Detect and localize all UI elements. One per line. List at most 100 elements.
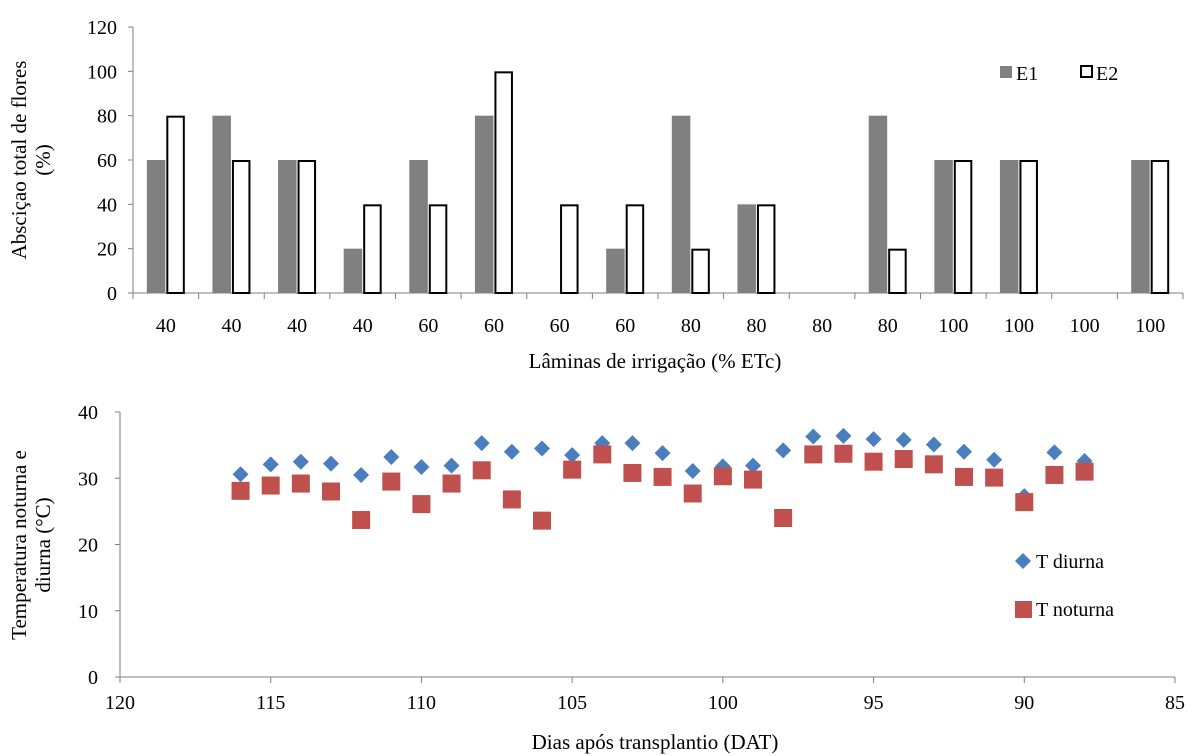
legend-label-e1: E1 (1016, 63, 1038, 85)
point-t-noturna (925, 455, 943, 473)
point-t-noturna (714, 467, 732, 485)
point-t-diurna (1046, 444, 1062, 460)
bar-e2 (299, 161, 316, 293)
point-t-diurna (323, 456, 339, 472)
point-t-noturna (895, 450, 913, 468)
bar-chart-x-tick-label: 100 (938, 315, 968, 337)
scatter-chart-y-axis-title-line2: diurna (°C) (31, 497, 55, 592)
point-t-noturna (623, 464, 641, 482)
point-t-noturna (262, 477, 280, 495)
point-t-diurna (805, 429, 821, 445)
scatter-chart-points (232, 428, 1094, 530)
point-t-diurna (353, 467, 369, 483)
bar-chart-x-tick-label: 100 (1070, 315, 1100, 337)
point-t-noturna (533, 512, 551, 530)
bar-chart-legend: E1 E2 (1000, 63, 1118, 85)
bar-chart-y-tick-label: 100 (87, 61, 117, 83)
point-t-noturna (473, 461, 491, 479)
scatter-chart-y-tick-label: 40 (78, 402, 98, 424)
point-t-noturna (352, 511, 370, 529)
bar-e2 (758, 205, 775, 293)
bar-e1 (737, 204, 756, 293)
bar-chart-x-tick-label: 40 (353, 315, 373, 337)
bar-e1 (606, 249, 625, 293)
point-t-diurna (383, 449, 399, 465)
point-t-noturna (1076, 463, 1094, 481)
point-t-diurna (534, 440, 550, 456)
scatter-chart-legend: T diurna T noturna (1015, 551, 1114, 621)
bar-e1 (672, 116, 691, 293)
bar-chart-x-tick-label: 60 (418, 315, 438, 337)
bar-chart-x-tick-label: 40 (221, 315, 241, 337)
point-t-diurna (263, 456, 279, 472)
bar-chart-y-tick-label: 80 (97, 106, 117, 128)
point-t-noturna (955, 468, 973, 486)
scatter-chart-x-tick-label: 100 (708, 692, 738, 714)
point-t-diurna (926, 436, 942, 452)
point-t-diurna (986, 452, 1002, 468)
point-t-noturna (412, 495, 430, 513)
bar-e2 (1020, 161, 1037, 293)
point-t-noturna (232, 482, 250, 500)
scatter-chart-y-tick-label: 30 (78, 468, 98, 490)
bar-e2 (692, 250, 709, 293)
bar-chart-y-tick-label: 40 (97, 194, 117, 216)
point-t-noturna (563, 461, 581, 479)
bar-chart-y-tick-label: 60 (97, 150, 117, 172)
legend-marker-t-noturna (1015, 601, 1032, 618)
bar-e2 (233, 161, 250, 293)
bar-chart-x-tick-label: 80 (878, 315, 898, 337)
bar-e2 (955, 161, 972, 293)
scatter-chart-x-tick-label: 105 (557, 692, 587, 714)
bar-e1 (278, 160, 297, 293)
bar-e1 (344, 249, 363, 293)
bar-e1 (147, 160, 166, 293)
point-t-noturna (503, 490, 521, 508)
bar-e1 (869, 116, 888, 293)
point-t-noturna (985, 469, 1003, 487)
bar-e2 (167, 117, 184, 293)
temperature-scatter-chart: 010203040120 115 110 105 100 95 90 85 Dias após… (7, 402, 1185, 754)
bar-chart-x-tick-label: 80 (681, 315, 701, 337)
bar-e2 (364, 205, 381, 293)
bar-chart-y-axis-title-line2: (%) (31, 144, 55, 175)
point-t-noturna (292, 475, 310, 493)
bar-e2 (430, 205, 447, 293)
bar-chart-x-tick-label: 60 (550, 315, 570, 337)
bar-chart-x-tick-label: 100 (1004, 315, 1034, 337)
bar-e2 (889, 250, 906, 293)
bar-chart-x-tick-label: 80 (812, 315, 832, 337)
point-t-noturna (593, 445, 611, 463)
point-t-noturna (834, 445, 852, 463)
legend-marker-t-diurna (1015, 553, 1031, 569)
scatter-chart-y-tick-label: 20 (78, 535, 98, 557)
bar-e2 (495, 72, 512, 293)
bar-e1 (1131, 160, 1150, 293)
bar-chart-y-axis-title-line1: Absciçao total de flores (7, 61, 31, 260)
point-t-diurna (413, 459, 429, 475)
point-t-noturna (865, 453, 883, 471)
scatter-chart-x-tick-label: 120 (105, 692, 135, 714)
bar-chart-y-tick-label: 120 (87, 17, 117, 39)
legend-label-t-diurna: T diurna (1036, 551, 1104, 573)
bar-chart-x-axis-title: Lâminas de irrigação (% ETc) (529, 349, 782, 373)
legend-label-t-noturna: T noturna (1036, 599, 1114, 621)
point-t-noturna (774, 509, 792, 527)
legend-label-e2: E2 (1096, 63, 1118, 85)
scatter-chart-x-tick-label: 90 (1014, 692, 1034, 714)
scatter-chart-x-tick-label: 85 (1165, 692, 1185, 714)
point-t-diurna (293, 454, 309, 470)
point-t-noturna (382, 473, 400, 491)
scatter-chart-x-axis-title: Dias após transplantio (DAT) (532, 730, 779, 754)
scatter-chart-y-axis-title-line1: Temperatura noturna e (7, 450, 31, 640)
scatter-chart-x-tick-label: 110 (407, 692, 436, 714)
point-t-noturna (1045, 466, 1063, 484)
bar-e1 (475, 116, 494, 293)
bar-chart-y-tick-label: 0 (107, 283, 117, 305)
bar-e2 (561, 205, 578, 293)
bar-chart-x-tick-label: 60 (484, 315, 504, 337)
point-t-diurna (835, 428, 851, 444)
bar-e2 (1152, 161, 1169, 293)
bar-chart-bars (147, 72, 1168, 293)
